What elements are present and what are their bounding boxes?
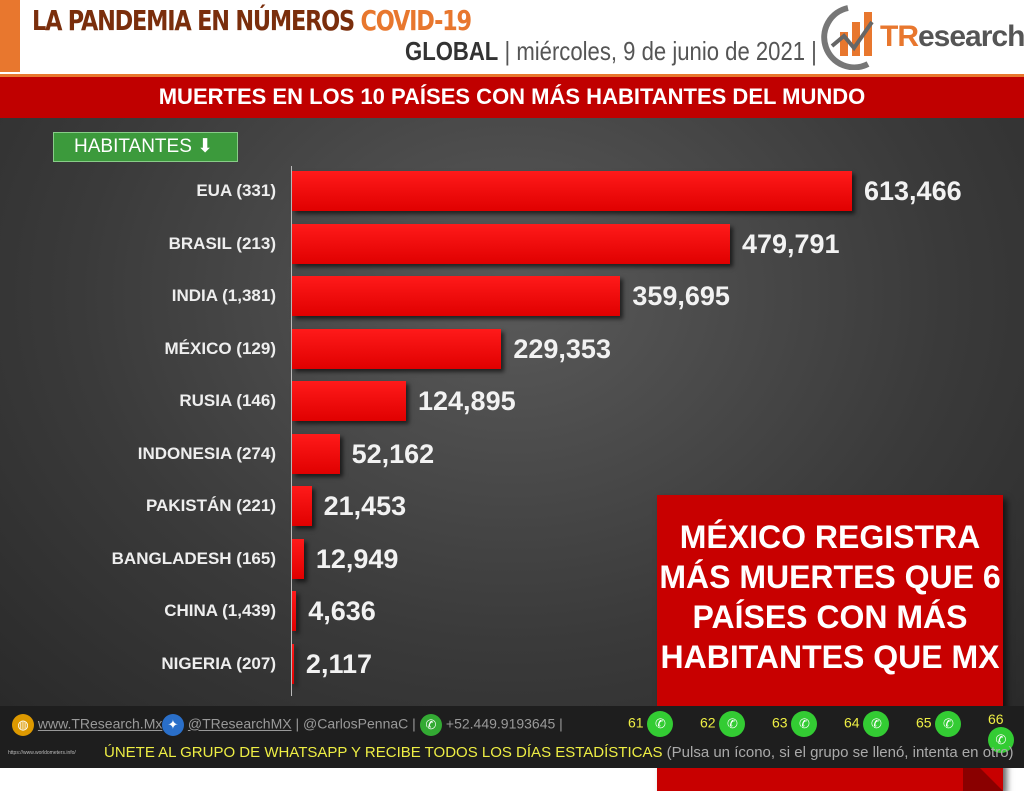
callout-text: MÉXICO REGISTRA MÁS MUERTES QUE 6 PAÍSES… [659, 519, 1001, 675]
bar [292, 171, 852, 211]
value-label: 479,791 [741, 228, 840, 259]
phone-icon: ✆ [420, 714, 442, 736]
footer: ◍ www.TResearch.Mx | ✦ @TResearchMX | @C… [0, 706, 1024, 768]
category-label: CHINA (1,439) [164, 601, 276, 620]
whatsapp-icon: ✆ [863, 711, 890, 737]
website-link[interactable]: ◍ www.TResearch.Mx | [12, 714, 170, 736]
title-text: LA PANDEMIA EN NÚMEROS [32, 4, 355, 37]
source-link[interactable]: https://www.worldometers.info/ [8, 750, 76, 756]
value-label: 229,353 [513, 333, 611, 364]
bar [292, 538, 304, 579]
arrow-down-icon: ⬇ [191, 136, 214, 157]
phone-text: +52.449.9193645 [445, 715, 556, 732]
sort-label: HABITANTES [74, 136, 192, 157]
value-label: 359,695 [632, 281, 730, 311]
bar [292, 381, 406, 421]
date: | miércoles, 9 de junio de 2021 | [504, 36, 817, 66]
category-label: NIGERIA (207) [161, 653, 276, 673]
y-axis-line [291, 166, 292, 696]
header: LA PANDEMIA EN NÚMEROS COVID-19 GLOBAL |… [0, 0, 1024, 74]
group-number: 66 [988, 711, 1004, 727]
whatsapp-icon: ✆ [935, 711, 962, 737]
bar [292, 276, 621, 316]
value-label: 613,466 [864, 176, 962, 206]
join-text: ÚNETE AL GRUPO DE WHATSAPP Y RECIBE TODO… [104, 744, 1014, 761]
accent-stripe [0, 0, 20, 72]
bar [292, 223, 730, 264]
bar [292, 643, 294, 684]
group-number: 62 [700, 714, 716, 731]
value-label: 2,117 [305, 648, 372, 679]
bar [292, 328, 502, 369]
bar-chart: HABITANTES ⬇ EUA (331) 613,466 BRASIL (213… [0, 118, 1024, 791]
whatsapp-icon: ✆ [988, 727, 1014, 753]
bar [292, 433, 340, 474]
page-title: LA PANDEMIA EN NÚMEROS COVID-19 [32, 4, 473, 37]
whatsapp-group-link[interactable]: 65 ✆ [916, 711, 962, 737]
whatsapp-icon: ✆ [791, 711, 818, 737]
whatsapp-icon: ✆ [719, 711, 746, 737]
logo-chart-icon [821, 5, 874, 71]
group-number: 63 [772, 714, 788, 731]
category-label: INDIA (1,381) [171, 286, 276, 305]
personal-handle: @CarlosPennaC [303, 715, 409, 732]
logo-text-a: TR [880, 20, 919, 53]
scope: GLOBAL [405, 36, 499, 66]
value-label: 12,949 [315, 543, 399, 574]
whatsapp-group-link[interactable]: 64 ✆ [844, 711, 890, 737]
subtitle: GLOBAL | miércoles, 9 de junio de 2021 | [405, 36, 817, 67]
category-label: INDONESIA (274) [137, 443, 276, 463]
sort-badge: HABITANTES ⬇ [53, 132, 238, 162]
bar [292, 591, 297, 631]
value-label: 124,895 [418, 386, 516, 416]
twitter-icon: ✦ [162, 714, 184, 736]
whatsapp-group-link[interactable]: 63 ✆ [772, 711, 818, 737]
category-label: BRASIL (213) [168, 233, 276, 253]
category-label: MÉXICO (129) [164, 338, 276, 358]
globe-icon: ◍ [12, 714, 34, 736]
value-label: 52,162 [351, 438, 435, 469]
value-label: 4,636 [308, 596, 376, 626]
whatsapp-group-link[interactable]: 66 ✆ [988, 711, 1024, 753]
join-main: ÚNETE AL GRUPO DE WHATSAPP Y RECIBE TODO… [104, 744, 663, 761]
category-label: RUSIA (146) [179, 391, 276, 410]
whatsapp-group-link[interactable]: 61 ✆ [628, 711, 674, 737]
group-number: 61 [628, 714, 644, 731]
category-label: PAKISTÁN (221) [145, 496, 276, 515]
value-label: 21,453 [323, 491, 407, 521]
bar [292, 486, 312, 526]
phone-link[interactable]: ✆ +52.449.9193645 | [420, 714, 563, 736]
whatsapp-group-link[interactable]: 62 ✆ [700, 711, 746, 737]
title-accent: COVID-19 [360, 4, 473, 37]
category-label: EUA (331) [196, 181, 276, 200]
website-text: www.TResearch.Mx [37, 715, 163, 732]
group-number: 65 [916, 714, 932, 731]
twitter-link[interactable]: ✦ @TResearchMX | @CarlosPennaC | [162, 714, 416, 736]
tresearch-logo: TResearch [818, 2, 1024, 71]
chart-title-banner: MUERTES EN LOS 10 PAÍSES CON MÁS HABITAN… [0, 74, 1024, 118]
logo-text-b: esearch [918, 20, 1024, 53]
group-number: 64 [844, 714, 860, 731]
join-note: (Pulsa un ícono, si el grupo se llenó, i… [666, 744, 1014, 761]
twitter-text: @TResearchMX [187, 715, 292, 732]
category-label: BANGLADESH (165) [111, 548, 276, 568]
whatsapp-icon: ✆ [647, 711, 674, 737]
